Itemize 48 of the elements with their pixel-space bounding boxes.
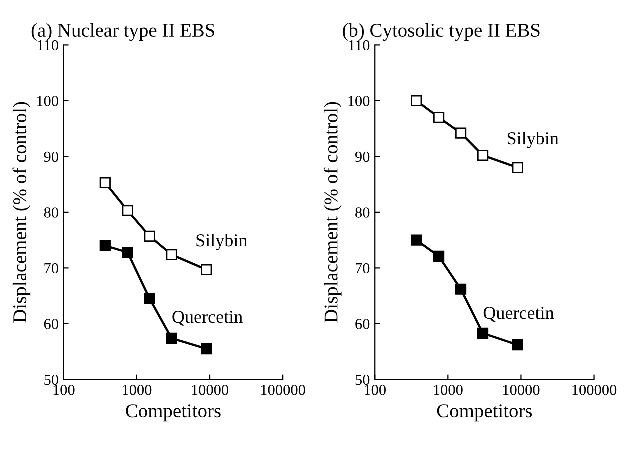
point	[100, 240, 111, 252]
y-tick-label: 60	[356, 319, 370, 330]
series-label: Silybin	[196, 234, 248, 250]
x-tick-label: 10000	[192, 384, 229, 396]
point	[433, 112, 445, 124]
y-tick-label: 80	[44, 208, 58, 218]
x-tick-label: 1000	[123, 384, 152, 396]
series-label: Quercetin	[484, 307, 554, 322]
point	[122, 247, 134, 258]
y-tick-label: 90	[355, 152, 370, 162]
y-tick-label: 70	[44, 263, 58, 274]
y-tick-label: 100	[348, 96, 370, 106]
x-axis-title: Competitors	[126, 404, 221, 422]
x-tick-label: 10000	[503, 384, 540, 396]
y-tick-label: 60	[44, 319, 58, 330]
y-tick-label: 50	[356, 374, 370, 386]
point	[122, 205, 134, 216]
y-axis-title: Displacement (% of control)	[12, 102, 31, 323]
y-tick-label: 100	[37, 96, 58, 106]
x-tick-label: 1000	[434, 384, 463, 396]
y-axis-title: Displacement (% of control)	[324, 102, 342, 323]
y-tick-label: 80	[356, 208, 370, 218]
series-label: Silybin	[508, 132, 559, 148]
x-tick-label: 100000	[572, 384, 617, 396]
point	[144, 230, 156, 242]
point	[433, 250, 445, 262]
x-axis-title: Competitors	[437, 404, 532, 422]
point	[100, 177, 111, 188]
x-tick-label: 100	[364, 384, 386, 396]
y-tick-label: 110	[38, 40, 58, 51]
point	[166, 332, 178, 344]
y-tick-label: 110	[349, 40, 370, 51]
point	[477, 150, 489, 162]
point	[411, 95, 422, 107]
point	[166, 249, 178, 260]
chart-title: (b) Cytosolic type II EBS	[343, 23, 540, 42]
point	[455, 284, 467, 295]
point	[477, 328, 489, 339]
x-tick-label: 100000	[261, 384, 306, 396]
series-label: Quercetin	[172, 310, 243, 326]
chart-title: (a) Nuclear type II EBS	[32, 23, 214, 42]
y-tick-label: 50	[44, 374, 58, 386]
point	[455, 128, 467, 139]
x-tick-label: 100	[54, 384, 75, 396]
y-tick-label: 70	[356, 263, 370, 274]
point	[411, 234, 422, 246]
point	[144, 293, 156, 304]
y-tick-label: 90	[44, 152, 58, 162]
